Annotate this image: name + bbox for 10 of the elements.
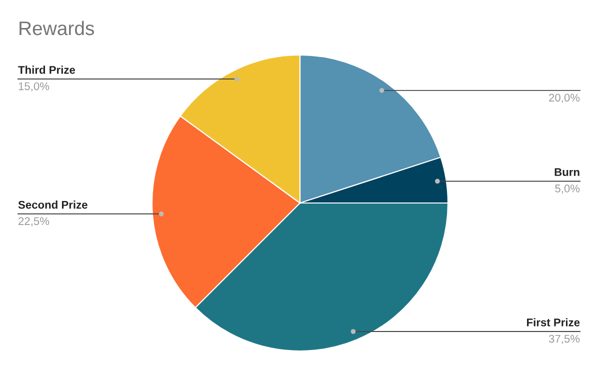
data-label: 20,0%: [549, 94, 580, 103]
data-label: 15,0%: [18, 82, 50, 92]
data-label: 22,5%: [18, 217, 50, 226]
data-label: 37,5%: [548, 334, 580, 344]
slice-label: Third Prize: [18, 66, 76, 74]
slice-label: Second Prize: [18, 200, 88, 209]
slice-label: First Prize: [527, 318, 580, 326]
chart-title: Rewards: [20, 20, 94, 36]
data-label: 5,0%: [555, 184, 580, 194]
slice-label: Burn: [554, 168, 580, 176]
